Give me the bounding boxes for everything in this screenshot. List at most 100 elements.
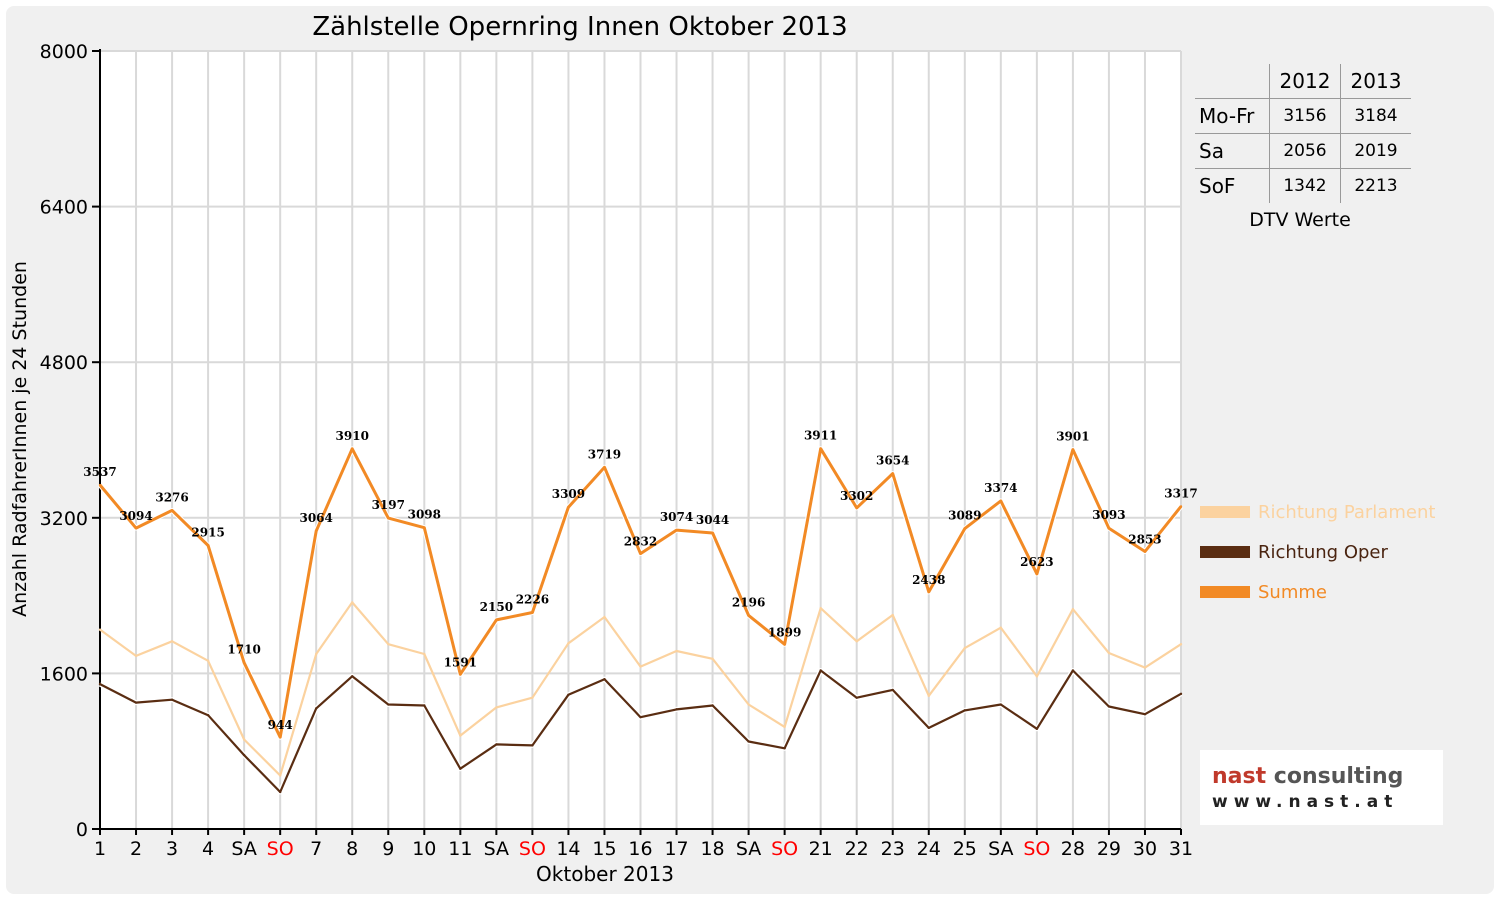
data-point xyxy=(963,709,966,712)
x-tick-label: SO xyxy=(771,838,798,860)
data-point xyxy=(495,618,498,622)
x-tick-label: 18 xyxy=(700,838,724,860)
x-tick-label: 9 xyxy=(382,838,394,860)
chart-title: Zählstelle Opernring Innen Oktober 2013 xyxy=(312,12,848,42)
dtv-value-2012: 1342 xyxy=(1269,168,1341,203)
data-point xyxy=(242,661,246,664)
data-point xyxy=(891,688,894,692)
legend-item: Richtung Parlament xyxy=(1200,492,1435,532)
x-tick-label: 14 xyxy=(556,838,580,860)
data-point xyxy=(999,499,1003,503)
x-tick-label: 17 xyxy=(664,838,688,860)
data-point xyxy=(170,509,174,512)
data-label: 2150 xyxy=(480,600,513,614)
data-point xyxy=(206,659,210,662)
data-point xyxy=(387,703,390,706)
data-label: 3537 xyxy=(83,465,116,479)
data-point xyxy=(206,714,210,717)
x-tick-label: 1 xyxy=(94,838,106,860)
data-point xyxy=(206,544,210,547)
data-point xyxy=(783,747,786,750)
data-point xyxy=(1035,572,1039,576)
data-point xyxy=(891,472,894,475)
data-point xyxy=(170,640,174,643)
x-axis-label: Oktober 2013 xyxy=(536,862,674,886)
data-label: 2226 xyxy=(516,593,549,607)
data-point xyxy=(1035,727,1039,731)
data-point xyxy=(999,703,1003,706)
data-point xyxy=(747,614,750,617)
data-point xyxy=(495,743,498,746)
x-tick-label: 11 xyxy=(448,838,472,860)
data-point xyxy=(675,528,678,532)
data-label: 3098 xyxy=(408,508,441,522)
data-label: 3910 xyxy=(336,429,369,443)
data-point xyxy=(278,774,282,777)
y-tick-label: 0 xyxy=(76,819,88,841)
x-tick-label: SA xyxy=(231,838,256,860)
x-tick-label: 30 xyxy=(1133,838,1157,860)
data-label: 1591 xyxy=(444,655,477,669)
dtv-header-2013: 2013 xyxy=(1340,64,1411,99)
data-point xyxy=(855,640,858,643)
data-point xyxy=(387,643,390,646)
x-tick-label: 23 xyxy=(881,838,905,860)
data-point xyxy=(567,642,570,645)
x-tick-label: 21 xyxy=(809,838,833,860)
data-point xyxy=(1179,643,1183,646)
dtv-value-2013: 3184 xyxy=(1340,98,1411,134)
data-point xyxy=(278,735,282,739)
legend-label: Richtung Parlament xyxy=(1258,501,1436,523)
data-label: 3276 xyxy=(155,490,188,504)
data-point xyxy=(495,706,498,709)
data-label: 2832 xyxy=(624,535,657,549)
legend-item: Richtung Oper xyxy=(1200,532,1435,572)
data-point xyxy=(711,704,714,707)
data-label: 3901 xyxy=(1056,430,1089,444)
x-tick-label: 2 xyxy=(130,838,142,860)
data-point xyxy=(1035,675,1039,678)
dtv-row-label: Mo-Fr xyxy=(1195,98,1270,134)
data-label: 3911 xyxy=(804,429,837,443)
y-tick-label: 4800 xyxy=(40,352,88,374)
x-tick-label: SA xyxy=(988,838,1013,860)
logo-brand-part2: consulting xyxy=(1266,764,1404,789)
data-point xyxy=(1179,505,1183,508)
data-label: 1710 xyxy=(227,643,260,657)
data-label: 3309 xyxy=(552,487,585,501)
company-logo: nast consulting www.nast.at xyxy=(1200,750,1443,825)
data-point xyxy=(963,527,966,530)
data-point xyxy=(927,726,930,730)
data-point xyxy=(531,696,534,699)
dtv-caption: DTV Werte xyxy=(1249,209,1351,231)
data-point xyxy=(1107,527,1111,530)
data-point xyxy=(567,505,570,509)
data-point xyxy=(1071,608,1075,611)
data-point xyxy=(1107,651,1111,655)
data-point xyxy=(1179,692,1183,696)
x-tick-label: 28 xyxy=(1061,838,1085,860)
data-point xyxy=(1071,448,1075,451)
dtv-value-2013: 2019 xyxy=(1340,133,1411,169)
data-point xyxy=(891,613,894,617)
dtv-table: 2012 2013 Mo-Fr 3156 3184 Sa 2056 2019 S… xyxy=(1195,64,1411,203)
y-tick-label: 6400 xyxy=(40,197,88,219)
data-point xyxy=(963,646,966,650)
dtv-value-2012: 3156 xyxy=(1269,98,1341,134)
data-point xyxy=(819,447,822,450)
x-tick-label: 15 xyxy=(592,838,616,860)
logo-url: www.nast.at xyxy=(1212,792,1399,812)
legend-swatch xyxy=(1200,546,1250,558)
data-point xyxy=(170,698,174,701)
data-point xyxy=(134,654,138,658)
data-point xyxy=(459,673,462,676)
data-label: 1899 xyxy=(768,625,801,639)
dtv-header-2012: 2012 xyxy=(1269,64,1341,99)
data-point xyxy=(603,615,606,619)
data-point xyxy=(927,590,930,594)
data-label: 3089 xyxy=(948,509,981,523)
data-label: 2438 xyxy=(912,573,945,587)
dtv-row-label: Sa xyxy=(1195,133,1270,169)
